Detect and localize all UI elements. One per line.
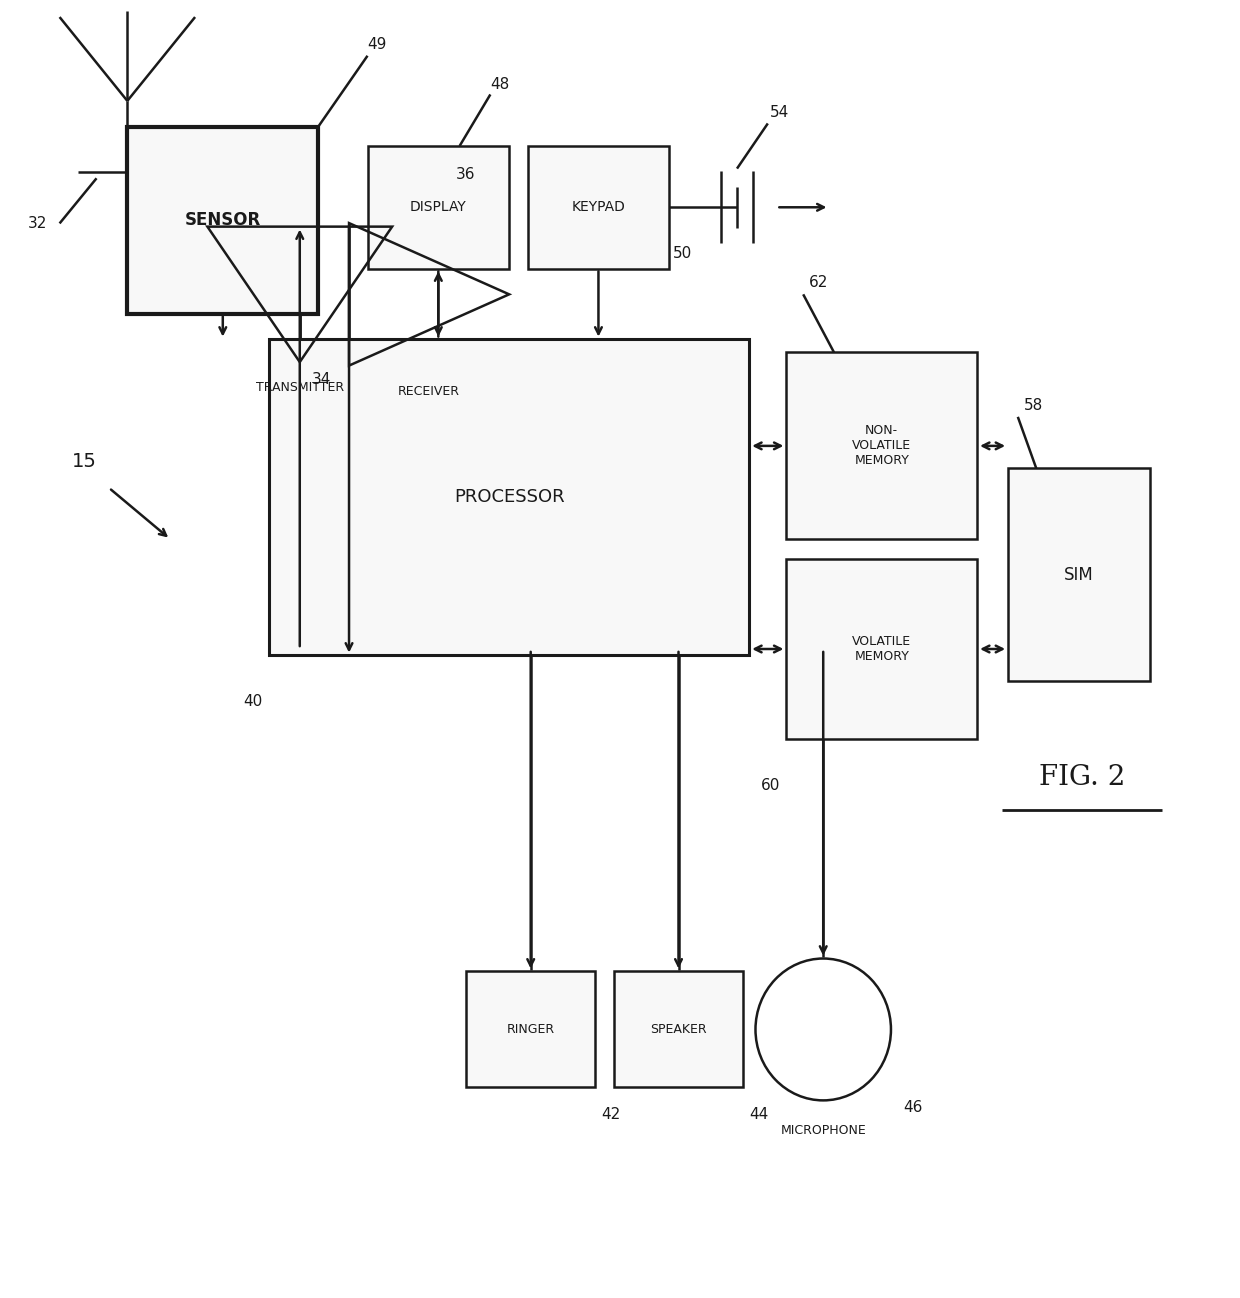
FancyBboxPatch shape [786, 558, 977, 740]
Text: SENSOR: SENSOR [185, 212, 260, 230]
Text: SIM: SIM [1064, 566, 1094, 584]
Text: NON-
VOLATILE
MEMORY: NON- VOLATILE MEMORY [852, 424, 911, 467]
Text: 62: 62 [810, 275, 828, 291]
FancyBboxPatch shape [128, 127, 319, 314]
Text: RINGER: RINGER [507, 1023, 554, 1036]
Text: 54: 54 [770, 105, 790, 119]
Text: 44: 44 [749, 1107, 769, 1121]
Text: 60: 60 [761, 778, 780, 793]
FancyBboxPatch shape [528, 147, 670, 269]
FancyBboxPatch shape [1008, 469, 1149, 681]
Text: 50: 50 [673, 247, 692, 261]
Text: SPEAKER: SPEAKER [650, 1023, 707, 1036]
FancyBboxPatch shape [466, 971, 595, 1088]
Text: DISPLAY: DISPLAY [410, 200, 466, 214]
Text: 42: 42 [601, 1107, 621, 1121]
Text: FIG. 2: FIG. 2 [1039, 765, 1125, 792]
FancyBboxPatch shape [367, 147, 510, 269]
Text: 58: 58 [1024, 398, 1043, 413]
FancyBboxPatch shape [614, 971, 743, 1088]
Text: MICROPHONE: MICROPHONE [780, 1124, 866, 1137]
Text: 34: 34 [312, 373, 331, 387]
Text: 46: 46 [903, 1101, 923, 1115]
Text: 36: 36 [456, 167, 476, 182]
Text: VOLATILE
MEMORY: VOLATILE MEMORY [852, 635, 911, 663]
FancyBboxPatch shape [269, 340, 749, 655]
Text: PROCESSOR: PROCESSOR [454, 488, 564, 506]
Text: RECEIVER: RECEIVER [398, 386, 460, 398]
Text: 40: 40 [243, 694, 263, 709]
FancyBboxPatch shape [786, 352, 977, 540]
Text: KEYPAD: KEYPAD [572, 200, 625, 214]
Text: 48: 48 [490, 77, 510, 92]
Text: 15: 15 [72, 453, 97, 471]
Text: 49: 49 [367, 36, 387, 52]
Text: TRANSMITTER: TRANSMITTER [255, 382, 343, 395]
Text: 32: 32 [27, 215, 47, 231]
